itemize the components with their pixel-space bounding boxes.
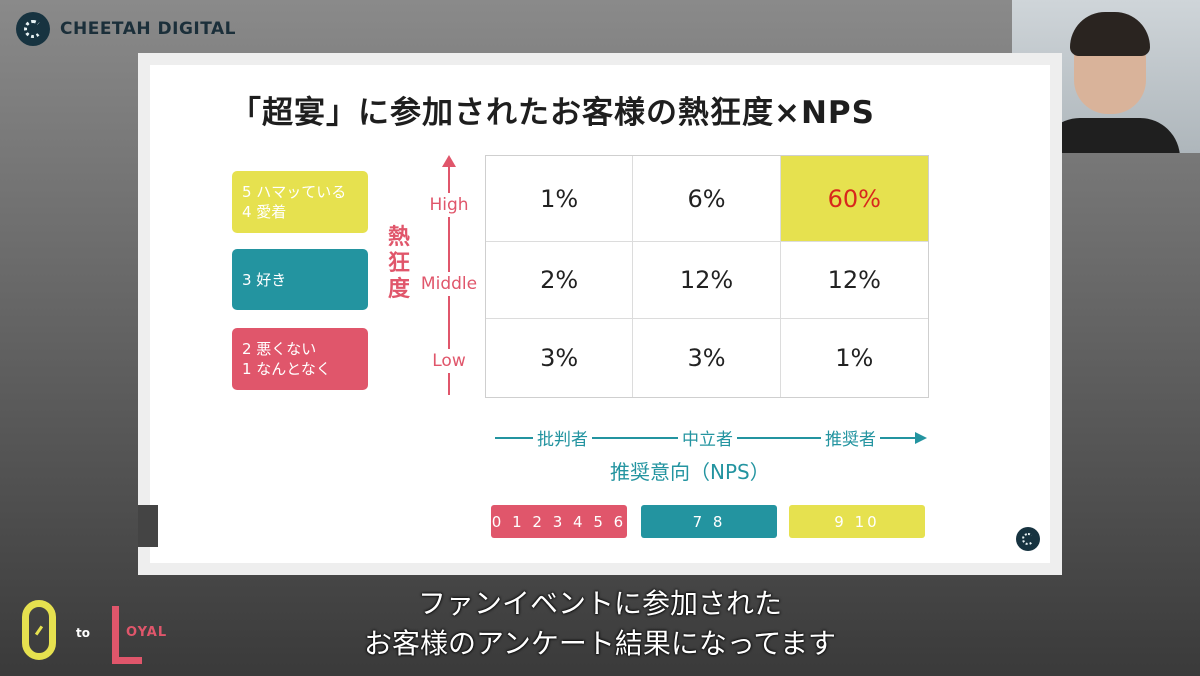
row-label-high: High bbox=[409, 193, 489, 217]
row-label-middle: Middle bbox=[409, 272, 489, 296]
matrix-cell: 12% bbox=[780, 242, 928, 319]
up-arrow-icon bbox=[442, 155, 456, 167]
legend-low: 2 悪くない 1 なんとなく bbox=[232, 328, 368, 390]
zero-logo-icon bbox=[22, 600, 56, 660]
matrix-cell: 2% bbox=[486, 242, 634, 319]
matrix-cell: 3% bbox=[486, 319, 634, 397]
cheetah-small-logo-icon bbox=[1016, 527, 1040, 551]
logo-to-text: to bbox=[76, 626, 90, 640]
nps-promoter: 推奨者 bbox=[821, 425, 880, 450]
legend-line: 2 悪くない bbox=[242, 340, 317, 358]
caption-line: お客様のアンケート結果になってます bbox=[363, 627, 837, 660]
score-range-promoter: 9 10 bbox=[789, 505, 925, 538]
right-arrow-icon bbox=[915, 432, 927, 444]
slide-side-tab bbox=[138, 505, 158, 547]
matrix-cell: 12% bbox=[633, 242, 781, 319]
result-matrix: 1% 6% 60% 2% 12% 12% 3% 3% 1% bbox=[485, 155, 929, 398]
legend-line: 4 愛着 bbox=[242, 203, 287, 221]
matrix-cell: 1% bbox=[486, 156, 634, 242]
brand-name: CHEETAH DIGITAL bbox=[60, 19, 236, 39]
legend-enthusiast: 5 ハマッている 4 愛着 bbox=[232, 171, 368, 233]
matrix-cell: 3% bbox=[633, 319, 781, 397]
legend-line: 3 好き bbox=[242, 270, 287, 289]
slide-content: 「超宴」に参加されたお客様の熱狂度×NPS 5 ハマッている 4 愛着 3 好き… bbox=[150, 65, 1050, 563]
score-range-passive: 7 8 bbox=[641, 505, 777, 538]
caption-line: ファンイベントに参加された bbox=[417, 587, 782, 620]
matrix-cell: 6% bbox=[633, 156, 781, 242]
nps-passive: 中立者 bbox=[678, 425, 737, 450]
brand-header: CHEETAH DIGITAL bbox=[16, 12, 236, 46]
y-axis-label: 熱狂度 bbox=[387, 225, 410, 302]
row-label-low: Low bbox=[409, 349, 489, 373]
slide-title: 「超宴」に参加されたお客様の熱狂度×NPS bbox=[230, 95, 875, 131]
l-logo-icon bbox=[112, 606, 142, 664]
legend-like: 3 好き bbox=[232, 249, 368, 310]
nps-detractor: 批判者 bbox=[533, 425, 592, 450]
score-range-detractor: 0 1 2 3 4 5 6 bbox=[491, 505, 627, 538]
presenter-body bbox=[1040, 118, 1180, 153]
presentation-slide: 「超宴」に参加されたお客様の熱狂度×NPS 5 ハマッている 4 愛着 3 好き… bbox=[138, 53, 1062, 575]
matrix-cell: 1% bbox=[835, 344, 874, 372]
legend-line: 1 なんとなく bbox=[242, 360, 331, 378]
cheetah-logo-icon bbox=[16, 12, 50, 46]
nps-axis: 批判者 中立者 推奨者 bbox=[495, 425, 927, 451]
caption: ファンイベントに参加された お客様のアンケート結果になってます bbox=[0, 584, 1200, 664]
matrix-cell-highlight: 60% bbox=[780, 156, 928, 242]
presenter-hair bbox=[1070, 12, 1150, 56]
logo-oyal-text: OYAL bbox=[126, 625, 168, 640]
legend-line: 5 ハマッている bbox=[242, 183, 347, 201]
x-axis-label: 推奨意向（NPS） bbox=[610, 460, 770, 484]
